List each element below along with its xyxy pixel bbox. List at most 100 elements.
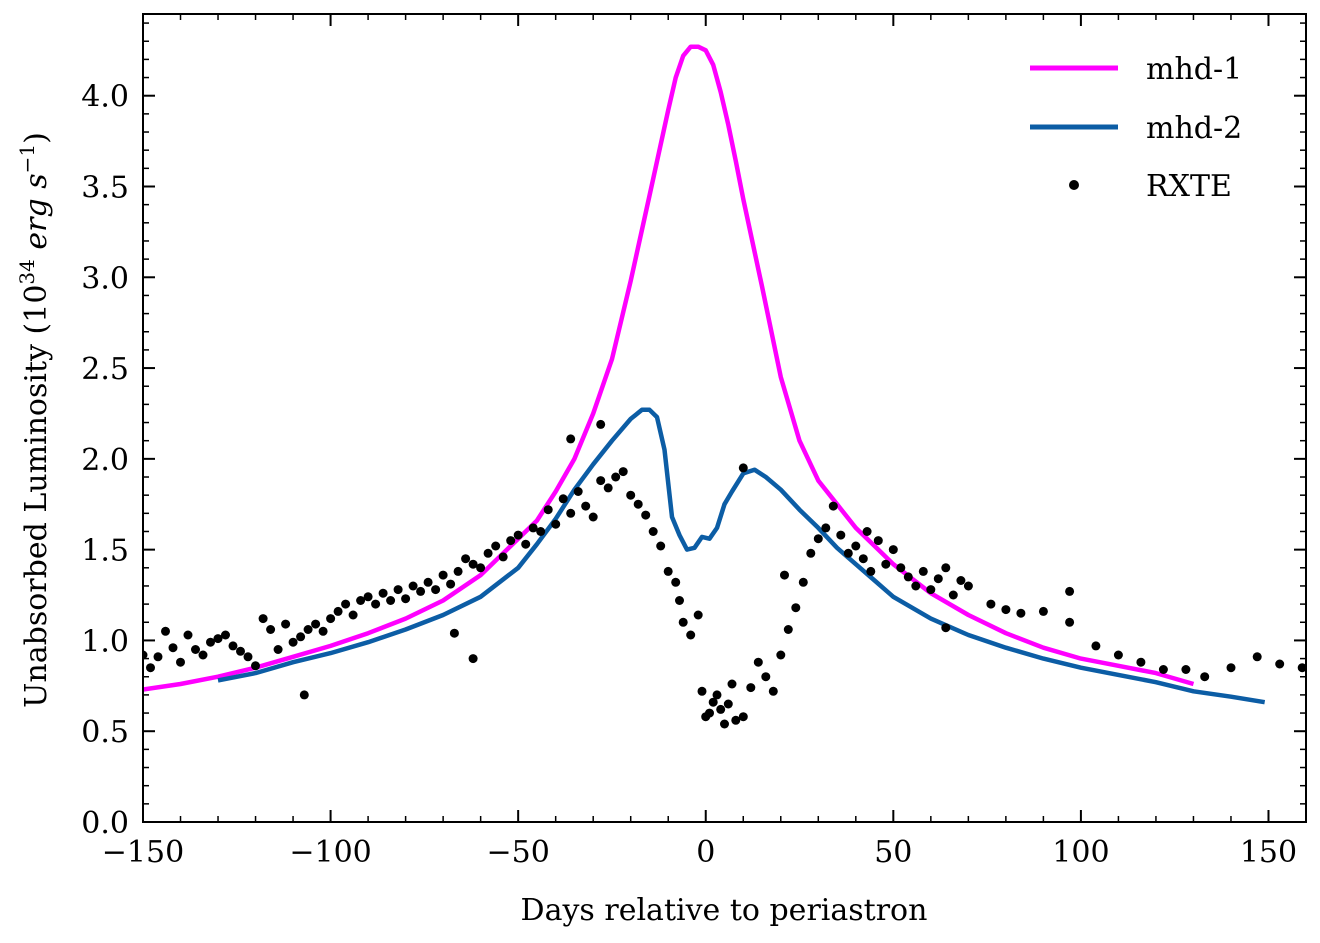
data-point-rxte: [618, 467, 628, 477]
data-point-rxte: [671, 577, 681, 587]
data-point-rxte: [712, 690, 722, 700]
data-point-rxte: [1038, 606, 1048, 616]
data-point-rxte: [266, 625, 276, 634]
y-axis-title-unit: erg s: [19, 173, 54, 259]
data-point-rxte: [176, 657, 185, 667]
data-point-rxte: [611, 472, 621, 482]
y-tick-label: 2.0: [81, 443, 129, 478]
y-tick-label: 4.0: [81, 80, 129, 115]
data-point-rxte: [603, 483, 613, 493]
data-point-rxte: [449, 628, 459, 638]
data-point-rxte: [348, 610, 358, 620]
data-point-rxte: [948, 590, 958, 600]
data-point-rxte: [783, 625, 793, 634]
data-point-rxte: [918, 566, 928, 576]
data-point-rxte: [791, 603, 801, 613]
data-point-rxte: [153, 652, 163, 662]
y-tick-label: 1.0: [81, 624, 129, 659]
data-point-rxte: [836, 530, 846, 540]
legend: mhd-1 mhd-2 RXTE: [1030, 52, 1242, 204]
data-point-rxte: [862, 527, 872, 536]
series-line-mhd-1: [143, 44, 1195, 692]
y-tick-label: 0.5: [81, 715, 129, 750]
data-point-rxte: [558, 494, 568, 504]
data-point-rxte: [191, 645, 200, 654]
data-point-rxte: [798, 577, 808, 587]
data-point-rxte: [806, 548, 816, 558]
data-point-rxte: [498, 552, 508, 562]
data-point-rxte: [866, 566, 876, 576]
y-axis-title-unit-exponent: −1: [15, 144, 39, 173]
data-point-rxte: [723, 699, 733, 709]
data-point-rxte: [356, 596, 366, 605]
data-point-rxte: [333, 606, 343, 616]
data-point-rxte: [551, 519, 561, 529]
data-point-rxte: [697, 686, 707, 696]
data-point-rxte: [941, 623, 951, 633]
data-point-rxte: [1275, 659, 1285, 669]
y-axis-title-exponent: 34: [15, 259, 39, 284]
data-point-rxte: [1016, 608, 1026, 618]
data-point-rxte: [521, 539, 531, 549]
data-point-rxte: [675, 596, 684, 605]
data-point-rxte: [843, 548, 853, 558]
data-point-rxte: [738, 463, 748, 473]
legend-label-mhd-1: mhd-1: [1146, 52, 1242, 87]
data-point-rxte: [596, 476, 606, 486]
x-tick-label: −150: [102, 835, 184, 870]
data-point-rxte: [476, 563, 486, 573]
data-point-rxte: [716, 704, 726, 714]
series-line-mhd-2: [217, 407, 1266, 705]
data-point-rxte: [813, 534, 823, 544]
data-point-rxte: [543, 505, 553, 515]
data-point-rxte: [401, 594, 411, 604]
data-point-rxte: [828, 501, 838, 511]
data-point-rxte: [311, 619, 321, 629]
y-axis-title: Unabsorbed Luminosity (1034 erg s−1): [15, 132, 54, 708]
y-tick-label: 2.5: [81, 352, 129, 387]
data-point-rxte: [573, 487, 583, 496]
data-point-rxte: [453, 566, 463, 576]
data-point-rxte: [693, 610, 703, 620]
data-point-rxte: [873, 536, 883, 546]
y-axis-title-prefix: Unabsorbed Luminosity (10: [19, 285, 54, 708]
data-point-rxte: [888, 545, 898, 555]
y-tick-label: 3.5: [81, 170, 129, 205]
data-point-rxte: [1297, 663, 1306, 673]
data-point-rxte: [1065, 586, 1075, 596]
data-point-rxte: [438, 570, 448, 580]
data-point-rxte: [243, 652, 253, 662]
tick-label-layer: −150 −100 −50 0 50 100 150 0.0 0.5 1.0 1.5 2.0 2.5 3.…: [81, 80, 1297, 870]
data-point-rxte: [933, 574, 943, 584]
data-point-rxte: [768, 686, 778, 696]
data-point-rxte: [705, 708, 714, 718]
data-point-rxte: [423, 577, 433, 587]
data-point-rxte: [941, 563, 951, 573]
data-point-rxte: [633, 499, 643, 509]
data-point-rxte: [198, 650, 208, 660]
data-point-rxte: [1252, 652, 1262, 662]
data-point-rxte: [326, 614, 336, 624]
data-point-rxte: [896, 563, 906, 573]
data-point-rxte: [251, 661, 260, 671]
data-point-rxte: [303, 625, 313, 634]
plot-frame: [142, 13, 1307, 823]
data-point-rxte: [903, 572, 913, 582]
data-point-rxte: [513, 530, 523, 540]
data-point-rxte: [1226, 663, 1236, 673]
data-point-rxte: [416, 586, 426, 596]
legend-swatch-rxte: [1069, 180, 1079, 190]
data-point-rxte: [468, 654, 478, 664]
data-point-rxte: [281, 619, 291, 629]
data-point-rxte: [299, 690, 309, 700]
data-point-rxte: [468, 559, 478, 569]
data-point-rxte: [678, 617, 688, 627]
data-point-rxte: [183, 630, 193, 640]
data-point-rxte: [956, 576, 966, 585]
data-point-rxte: [648, 527, 658, 536]
data-point-rxte: [168, 643, 178, 653]
data-point-rxte: [926, 585, 936, 595]
data-point-rxte: [731, 715, 741, 725]
data-point-rxte: [206, 637, 215, 647]
data-point-rxte: [708, 697, 718, 707]
